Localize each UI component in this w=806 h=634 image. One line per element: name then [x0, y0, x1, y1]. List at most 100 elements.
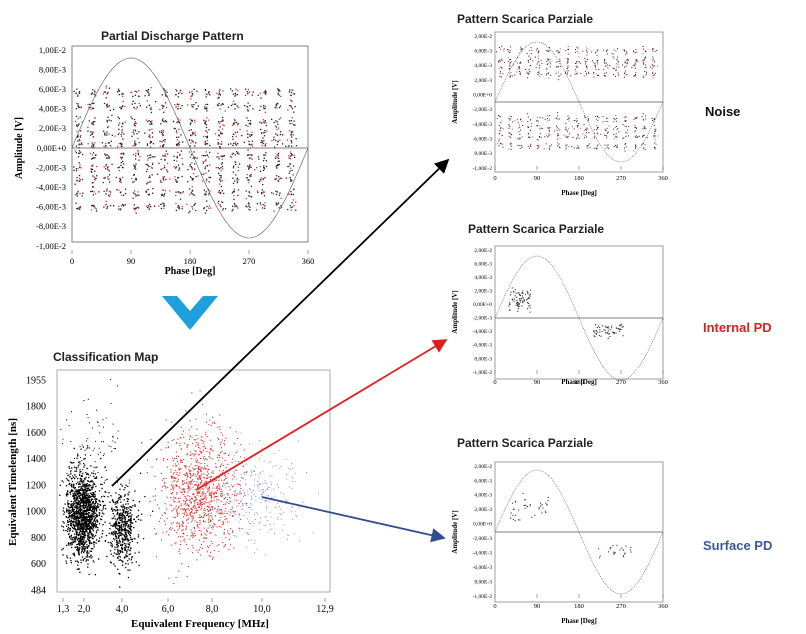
prpd-point [273, 139, 274, 140]
prpd-point [77, 96, 78, 97]
prpd-point [208, 194, 209, 195]
prpd-point [180, 154, 181, 155]
classification-point [209, 477, 210, 478]
prpd-point [135, 130, 136, 131]
classification-point [86, 559, 87, 560]
prpd-point [223, 208, 224, 209]
classification-point [197, 460, 198, 461]
prpd-point [291, 140, 292, 141]
classification-point [80, 457, 81, 458]
classification-point [211, 425, 212, 426]
classification-point [187, 476, 188, 477]
classification-point [204, 497, 205, 498]
classification-point [197, 502, 198, 503]
classification-point [126, 546, 127, 547]
classification-point [68, 522, 69, 523]
classification-point [202, 491, 203, 492]
classification-point [125, 519, 126, 520]
classification-point [83, 541, 84, 542]
classification-point [93, 527, 94, 528]
prpd-point [122, 157, 123, 158]
classification-point [63, 548, 64, 549]
classification-point [108, 542, 109, 543]
prpd-point [147, 159, 148, 160]
prpd-point [278, 141, 279, 142]
classification-point [72, 537, 73, 538]
prpd-point [112, 135, 113, 136]
prpd-point [276, 129, 277, 130]
classification-point [224, 545, 225, 546]
classification-point [117, 477, 118, 478]
classification-point [207, 491, 208, 492]
prpd-point [125, 193, 126, 194]
classification-point [161, 539, 162, 540]
prpd-point [119, 178, 120, 179]
classification-point [81, 523, 82, 524]
prpd-point [234, 119, 235, 120]
classification-point [70, 544, 71, 545]
noise-point [582, 51, 583, 52]
noise-point [597, 55, 598, 56]
prpd-point [149, 194, 150, 195]
prpd-point [146, 183, 147, 184]
prpd-point [152, 132, 153, 133]
prpd-point [121, 158, 122, 159]
classification-point [210, 479, 211, 480]
noise-point [538, 52, 539, 53]
prpd-point [93, 132, 94, 133]
noise-point [532, 60, 533, 61]
prpd-point [134, 209, 135, 210]
prpd-point [280, 134, 281, 135]
classification-point [195, 497, 196, 498]
classification-point [127, 498, 128, 499]
classification-point [95, 521, 96, 522]
classification-point [127, 501, 128, 502]
classification-point [210, 533, 211, 534]
prpd-point [110, 205, 111, 206]
prpd-point [264, 202, 265, 203]
classification-point [79, 532, 80, 533]
classification-point [117, 569, 118, 570]
prpd-point [77, 191, 78, 192]
classification-point [221, 501, 222, 502]
classification-point [208, 519, 209, 520]
prpd-point [167, 163, 168, 164]
classification-point [116, 544, 117, 545]
classification-point [88, 477, 89, 478]
classification-point [206, 535, 207, 536]
classification-point [74, 515, 75, 516]
classification-point [171, 493, 172, 494]
classification-point [99, 513, 100, 514]
classification-point [162, 532, 163, 533]
classification-point [200, 478, 201, 479]
classification-point [82, 541, 83, 542]
classification-point [86, 503, 87, 504]
classification-point [216, 480, 217, 481]
classification-point [63, 482, 64, 483]
classification-point [75, 561, 76, 562]
prpd-point [293, 194, 294, 195]
classification-point [127, 570, 128, 571]
classification-point [75, 505, 76, 506]
classification-point [279, 450, 280, 451]
prpd-point [205, 155, 206, 156]
classification-point [156, 533, 157, 534]
classification-point [221, 513, 222, 514]
classification-point [91, 519, 92, 520]
classification-point [122, 552, 123, 553]
classification-point [176, 523, 177, 524]
classification-point [207, 551, 208, 552]
classification-point [200, 470, 201, 471]
classification-point [201, 493, 202, 494]
classification-point [177, 530, 178, 531]
classification-point [115, 531, 116, 532]
classification-point [116, 536, 117, 537]
classification-point [190, 484, 191, 485]
classification-point [171, 469, 172, 470]
classification-ytick-label: 1955 [26, 375, 46, 386]
prpd-point [219, 89, 220, 90]
classification-point [176, 506, 177, 507]
prpd-point [245, 125, 246, 126]
noise-point [567, 59, 568, 60]
classification-point [115, 534, 116, 535]
